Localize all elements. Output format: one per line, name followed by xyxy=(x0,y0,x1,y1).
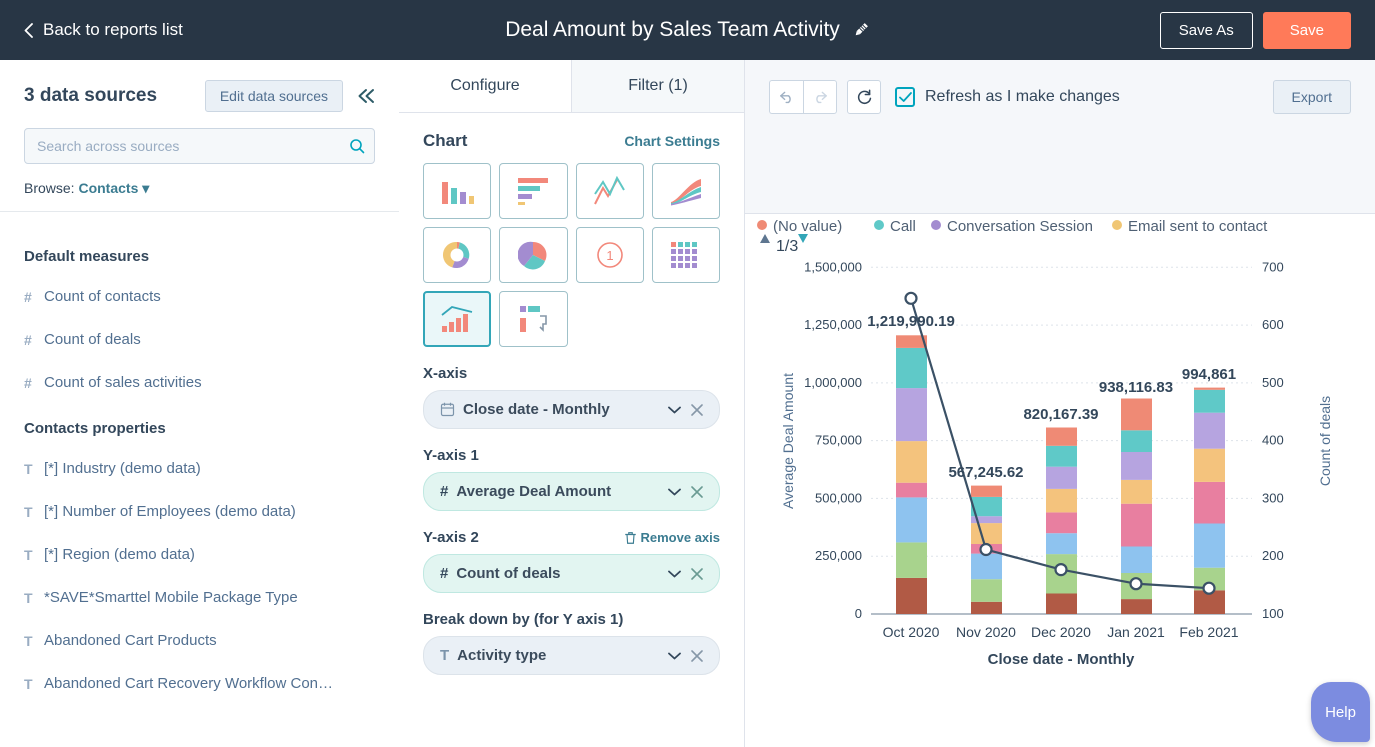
svg-text:Average Deal Amount: Average Deal Amount xyxy=(780,373,796,509)
svg-text:938,116.83: 938,116.83 xyxy=(1099,379,1173,396)
svg-text:500,000: 500,000 xyxy=(815,490,862,505)
svg-text:567,245.62: 567,245.62 xyxy=(948,464,1023,481)
svg-text:0: 0 xyxy=(855,606,862,621)
svg-text:Call: Call xyxy=(890,218,916,235)
svg-text:1/3: 1/3 xyxy=(776,238,798,255)
svg-text:Count of deals: Count of deals xyxy=(1317,396,1333,486)
svg-text:700: 700 xyxy=(1262,259,1284,274)
svg-text:Dec 2020: Dec 2020 xyxy=(1031,624,1091,640)
svg-text:Oct 2020: Oct 2020 xyxy=(883,624,940,640)
svg-text:1: 1 xyxy=(606,248,613,263)
svg-text:Jan 2021: Jan 2021 xyxy=(1107,624,1165,640)
svg-text:200: 200 xyxy=(1262,548,1284,563)
svg-text:500: 500 xyxy=(1262,375,1284,390)
svg-text:250,000: 250,000 xyxy=(815,548,862,563)
svg-text:750,000: 750,000 xyxy=(815,433,862,448)
svg-text:600: 600 xyxy=(1262,317,1284,332)
svg-text:Feb 2021: Feb 2021 xyxy=(1179,624,1238,640)
svg-text:300: 300 xyxy=(1262,490,1284,505)
svg-text:994,861: 994,861 xyxy=(1182,366,1236,383)
svg-text:Close date - Monthly: Close date - Monthly xyxy=(988,651,1135,668)
svg-text:1,000,000: 1,000,000 xyxy=(804,375,862,390)
svg-text:1,219,990.19: 1,219,990.19 xyxy=(867,313,955,330)
svg-text:1,250,000: 1,250,000 xyxy=(804,317,862,332)
svg-text:100: 100 xyxy=(1262,606,1284,621)
svg-text:1,500,000: 1,500,000 xyxy=(804,259,862,274)
svg-text:Email sent to contact: Email sent to contact xyxy=(1128,218,1268,235)
svg-text:Conversation Session: Conversation Session xyxy=(947,218,1093,235)
svg-text:820,167.39: 820,167.39 xyxy=(1023,406,1098,423)
svg-text:(No value): (No value) xyxy=(773,218,842,235)
svg-text:400: 400 xyxy=(1262,433,1284,448)
svg-text:Nov 2020: Nov 2020 xyxy=(956,624,1016,640)
